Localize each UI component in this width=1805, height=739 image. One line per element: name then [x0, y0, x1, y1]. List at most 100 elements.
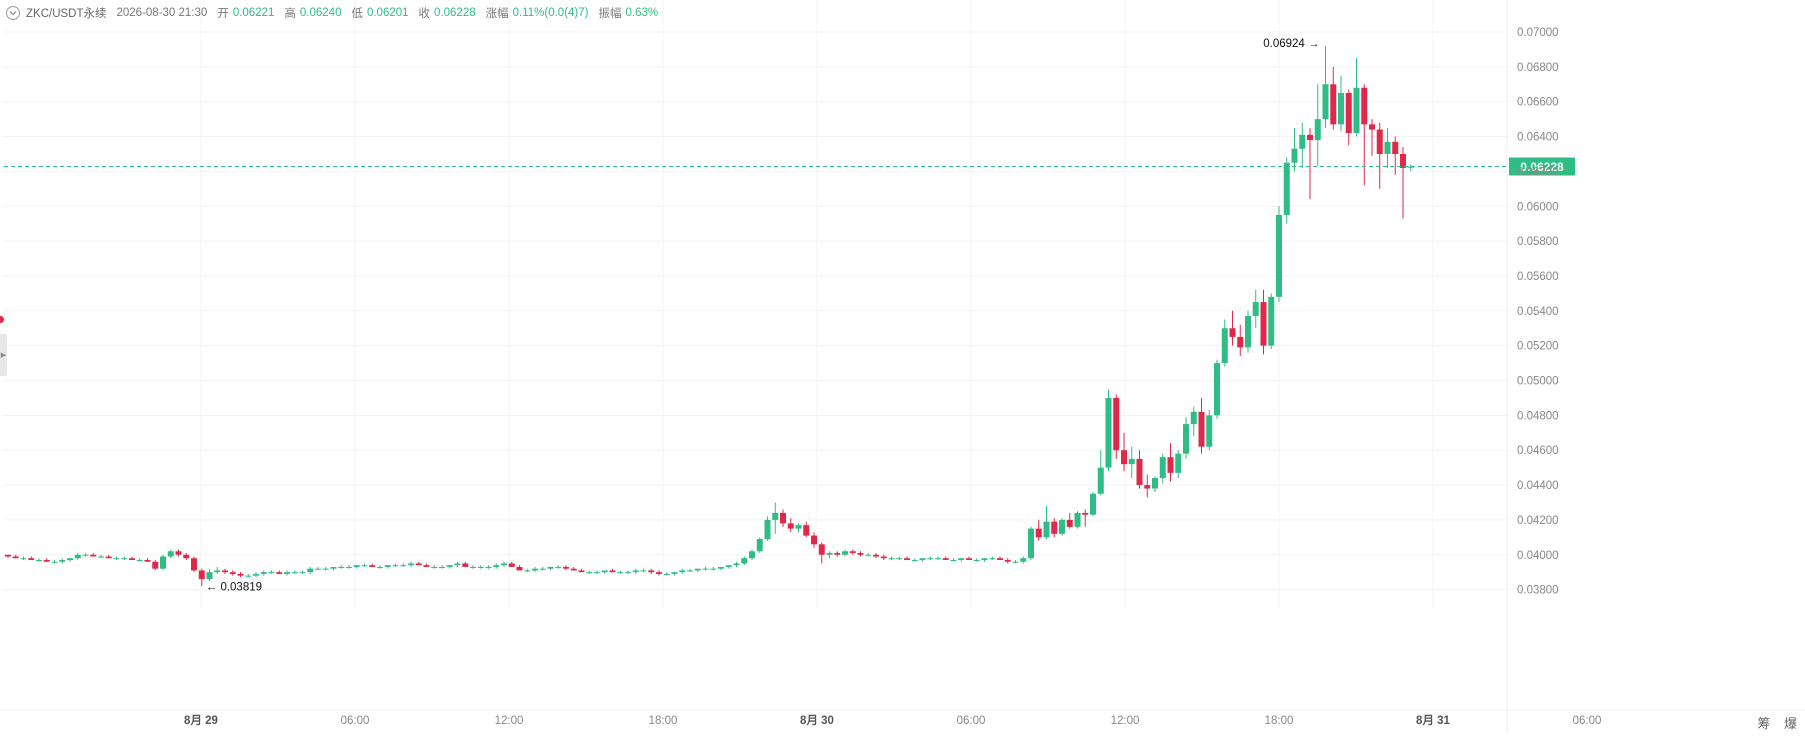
high-value: 0.06240 [299, 7, 342, 19]
candle-body [377, 566, 383, 568]
chevron-down-icon[interactable] [6, 6, 20, 20]
candle [942, 556, 949, 560]
candle [1128, 446, 1135, 479]
y-tick-label: 0.07000 [1517, 27, 1559, 39]
candle-body [1252, 302, 1259, 317]
candle-body [1384, 141, 1391, 154]
candle [330, 566, 337, 571]
candle [237, 572, 244, 578]
candle [950, 558, 957, 562]
candle-body [183, 554, 190, 559]
candle [1330, 66, 1337, 130]
candle-body [640, 570, 647, 572]
liquidation-button[interactable]: 爆 [1783, 716, 1797, 731]
chevron-right-icon: ▶ [0, 351, 7, 359]
candle-body [299, 572, 306, 574]
candle-body [229, 572, 236, 574]
candle-body [1167, 457, 1174, 473]
candle-body [439, 566, 445, 568]
candle [935, 556, 941, 560]
candle-body [764, 519, 771, 540]
candle-body [663, 573, 670, 575]
candle [222, 568, 228, 574]
candle [299, 570, 306, 574]
candle-body [880, 556, 887, 559]
candle [640, 568, 647, 573]
candle-body [1299, 134, 1306, 149]
candle-body [811, 535, 817, 545]
candle-body [431, 566, 438, 568]
candle-time: 2026-08-30 21:30 [116, 7, 208, 19]
candle-body [539, 568, 546, 570]
candle [1074, 511, 1081, 529]
candle [160, 554, 166, 571]
candle [764, 516, 771, 541]
candle [1384, 127, 1391, 168]
candle [253, 572, 259, 578]
candle [601, 570, 608, 574]
candle-body [687, 570, 693, 572]
candle-body [493, 565, 500, 567]
candle [617, 570, 624, 574]
candle-body [160, 556, 166, 569]
candle-body [1035, 528, 1042, 538]
candle [276, 570, 283, 574]
alert-dot-icon[interactable] [0, 316, 4, 323]
candle-body [578, 570, 585, 573]
candle-body [772, 512, 779, 520]
y-tick-label: 0.04200 [1517, 515, 1559, 527]
candle [609, 568, 616, 573]
candle [1105, 389, 1112, 472]
open-label: 开 [217, 8, 229, 20]
x-tick-label: 06:00 [341, 715, 370, 727]
candle [687, 568, 693, 573]
candle-body [516, 566, 523, 571]
x-tick-label: 12:00 [1111, 715, 1140, 727]
candle [284, 570, 290, 576]
candle-body [136, 559, 143, 561]
x-tick-label: 8月 30 [800, 714, 834, 727]
candle [997, 556, 1003, 560]
candle [431, 565, 438, 569]
candle [1012, 559, 1019, 564]
candle-body [191, 558, 197, 571]
candle [454, 561, 461, 567]
candle-body [1028, 528, 1034, 559]
y-tick-label: 0.05800 [1517, 236, 1559, 248]
candle [756, 537, 763, 554]
candle [733, 561, 740, 567]
chip-distribution-button[interactable]: 筹 [1757, 716, 1771, 731]
candle [1051, 518, 1058, 538]
candle-body [307, 568, 314, 573]
candle [245, 573, 252, 578]
candle [1299, 122, 1306, 168]
candle-body [20, 558, 27, 560]
candle [1276, 206, 1282, 303]
candle-body [865, 554, 872, 556]
candle-body [1113, 397, 1120, 451]
candle-body [1276, 214, 1282, 297]
candle-body [113, 558, 120, 560]
candle [392, 563, 399, 567]
candle [361, 563, 368, 567]
candle [384, 565, 391, 569]
candle-body [1268, 296, 1275, 346]
candle-body [617, 572, 624, 574]
candle [1183, 417, 1189, 459]
candle [377, 565, 383, 569]
candle-body [904, 558, 910, 560]
candle-body [1144, 485, 1151, 489]
candle-body [1330, 84, 1337, 125]
candle-body [446, 565, 453, 567]
candle-body [1314, 119, 1321, 141]
candle-body [1307, 134, 1313, 141]
candle [1221, 319, 1228, 367]
candle-body [222, 570, 228, 573]
candle-body [1059, 519, 1065, 534]
side-panel-toggle[interactable]: ▶ [0, 334, 7, 376]
candle-body [322, 568, 329, 570]
candle-body [958, 558, 965, 560]
candle [51, 559, 58, 564]
